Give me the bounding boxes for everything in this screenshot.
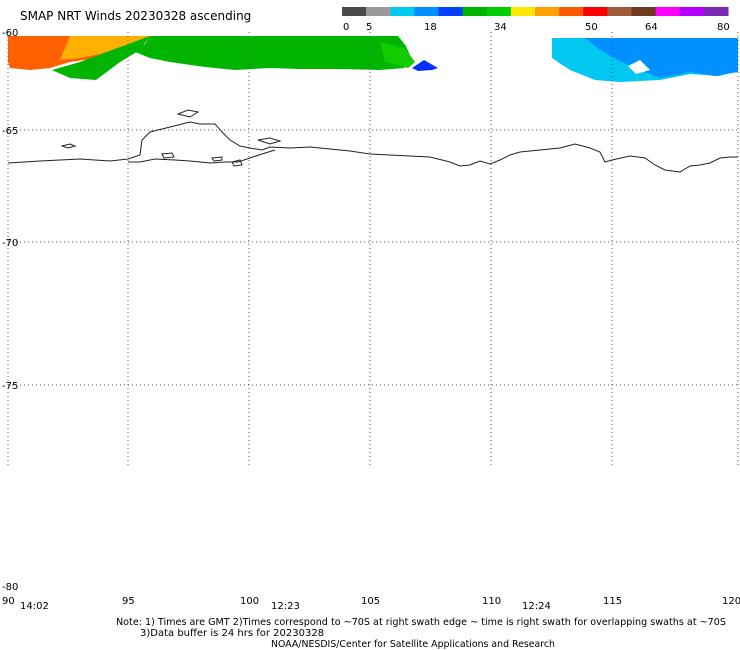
lon-label-105: 105 [361, 596, 380, 607]
colorbar-segment-0 [342, 7, 367, 16]
colorbar-label-64: 64 [645, 22, 658, 33]
island-4 [161, 152, 175, 159]
colorbar-segment-2 [390, 7, 415, 16]
time-label-3: 12:24 [522, 601, 551, 612]
colorbar-segment-5 [462, 7, 488, 16]
longitude-labels: 90 95 100 105 110 115 120 [2, 596, 740, 607]
latitude-labels: -60 -65 -70 -75 -80 [2, 28, 18, 593]
lat-label-60: -60 [2, 28, 18, 39]
lon-label-90: 90 [2, 596, 15, 607]
swath-times: 14:02 12:23 12:24 [20, 601, 551, 612]
coastline-inner [128, 149, 276, 164]
colorbar-segment-10 [583, 7, 608, 16]
lat-label-65: -65 [2, 126, 18, 137]
note-line-1: Note: 1) Times are GMT 2)Times correspon… [116, 617, 726, 628]
colorbar-label-34: 34 [494, 22, 507, 33]
swath-green-main [135, 36, 412, 70]
grid-lines [7, 32, 739, 465]
colorbar-label-5: 5 [366, 22, 372, 33]
colorbar-segment-4 [438, 7, 464, 16]
colorbar-segment-14 [679, 7, 705, 16]
island-2 [60, 143, 77, 149]
colorbar [342, 7, 729, 16]
swath-green-light [380, 42, 415, 68]
colorbar-segment-7 [510, 7, 536, 16]
swath-high-wind-yellow [60, 36, 150, 60]
note-line-2: 3)Data buffer is 24 hrs for 20230328 [140, 628, 324, 639]
island-1 [176, 109, 200, 118]
wind-swaths [8, 36, 738, 82]
colorbar-label-18: 18 [424, 22, 437, 33]
lat-label-80: -80 [2, 582, 18, 593]
swath-blue-patch [412, 60, 438, 71]
swath-gap-white [628, 60, 650, 74]
colorbar-segment-3 [414, 7, 440, 16]
lat-label-70: -70 [2, 238, 18, 249]
colorbar-label-0: 0 [343, 22, 349, 33]
footer-notes: Note: 1) Times are GMT 2)Times correspon… [116, 617, 726, 650]
colorbar-segment-15 [703, 7, 729, 16]
antarctic-coastline [7, 109, 738, 173]
lon-label-120: 120 [722, 596, 740, 607]
colorbar-segment-12 [631, 7, 657, 16]
note-line-3: NOAA/NESDIS/Center for Satellite Applica… [271, 639, 555, 650]
colorbar-label-80: 80 [717, 22, 730, 33]
colorbar-segment-13 [655, 7, 681, 16]
lon-label-95: 95 [122, 596, 135, 607]
colorbar-segment-6 [486, 7, 512, 16]
island-3 [257, 137, 282, 145]
colorbar-segment-11 [607, 7, 633, 16]
swath-green-left [52, 36, 150, 80]
lon-label-115: 115 [603, 596, 622, 607]
time-label-2: 12:23 [271, 601, 300, 612]
island-5 [231, 159, 243, 167]
colorbar-labels: 0 5 18 34 50 64 80 [343, 22, 730, 33]
swath-blue-right [585, 38, 738, 78]
colorbar-segment-1 [366, 7, 391, 16]
lon-label-100: 100 [240, 596, 259, 607]
map-title: SMAP NRT Winds 20230328 ascending [20, 9, 251, 23]
colorbar-label-50: 50 [585, 22, 598, 33]
coastline-main [7, 121, 738, 173]
colorbar-segment-8 [535, 7, 560, 16]
lon-label-110: 110 [482, 596, 501, 607]
lat-label-75: -75 [2, 381, 18, 392]
colorbar-segment-9 [559, 7, 584, 16]
time-label-1: 14:02 [20, 601, 49, 612]
island-6 [211, 156, 223, 162]
